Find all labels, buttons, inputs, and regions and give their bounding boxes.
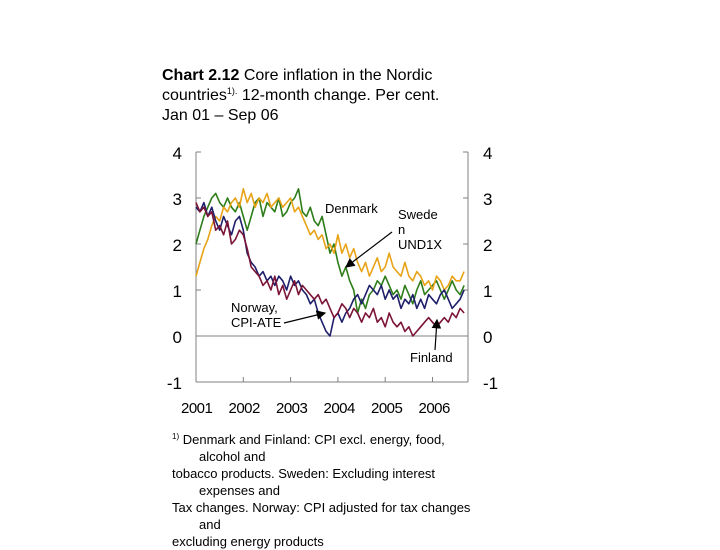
y-tick-label-right: 4 bbox=[483, 144, 492, 163]
annotation-finland: Finland bbox=[410, 350, 453, 365]
footnote-line-2: alcohol and bbox=[199, 449, 266, 464]
y-tick-label-left: 4 bbox=[173, 144, 182, 163]
footnote-line-4: expenses and bbox=[199, 483, 280, 498]
title-line1: Core inflation in the Nordic bbox=[239, 67, 433, 84]
y-tick-label-left: -1 bbox=[167, 374, 182, 393]
x-tick-label: 2005 bbox=[371, 400, 403, 417]
title-line3: Jan 01 – Sep 06 bbox=[162, 107, 279, 124]
series-line-norway bbox=[195, 201, 465, 337]
arrow-finland bbox=[431, 318, 442, 351]
chart-tick-labels: 4 4 3 3 2 2 1 1 0 0 -1 -1 2001 2002 2003 2004 2005 2006 bbox=[167, 144, 498, 417]
y-tick-label-left: 3 bbox=[173, 190, 182, 209]
footnote-line-1: Denmark and Finland: CPI excl. energy, f… bbox=[179, 432, 445, 447]
annotation-norway: CPI-ATE bbox=[231, 315, 282, 330]
series-line-denmark bbox=[195, 188, 465, 314]
x-tick-label: 2002 bbox=[229, 400, 261, 417]
title-line2-b: 12-month change. Per cent. bbox=[237, 87, 440, 104]
y-tick-label-right: 3 bbox=[483, 190, 492, 209]
annotation-sweden: UND1X bbox=[398, 237, 442, 252]
chart-title: Chart 2.12 Core inflation in the Nordic … bbox=[162, 66, 439, 126]
y-tick-label-left: 1 bbox=[173, 282, 182, 301]
footnote: 1) Denmark and Finland: CPI excl. energy… bbox=[172, 431, 512, 550]
chart-number: Chart 2.12 bbox=[162, 67, 240, 84]
footnote-line-7: excluding energy products bbox=[172, 534, 324, 549]
arrow-norway bbox=[283, 310, 327, 324]
title-line2-a: countries bbox=[162, 87, 227, 104]
y-tick-label-right: 2 bbox=[483, 236, 492, 255]
y-tick-label-right: 0 bbox=[483, 328, 492, 347]
chart-series bbox=[195, 188, 465, 337]
chart-axes bbox=[195, 151, 469, 383]
x-tick-label: 2001 bbox=[181, 400, 213, 417]
y-tick-label-right: -1 bbox=[483, 374, 498, 393]
series-line-finland bbox=[195, 202, 465, 337]
series-line-sweden bbox=[195, 188, 465, 291]
annotation-denmark: Denmark bbox=[325, 201, 378, 216]
footnote-line-6: and bbox=[199, 517, 221, 532]
footnote-line-5: Tax changes. Norway: CPI adjusted for ta… bbox=[172, 500, 471, 515]
x-tick-label: 2006 bbox=[419, 400, 451, 417]
annotation-norway: Norway, bbox=[231, 300, 278, 315]
y-tick-label-left: 2 bbox=[173, 236, 182, 255]
annotation-sweden: Swede bbox=[398, 207, 438, 222]
footnote-marker: 1) bbox=[172, 432, 180, 441]
line-chart: 4 4 3 3 2 2 1 1 0 0 -1 -1 2001 2002 2003 2004 2005 2006 D… bbox=[167, 144, 498, 417]
y-tick-label-left: 0 bbox=[173, 328, 182, 347]
footnote-line-3: tobacco products. Sweden: Excluding inte… bbox=[172, 466, 436, 481]
title-footnote-marker: 1). bbox=[226, 86, 238, 96]
y-tick-label-right: 1 bbox=[483, 282, 492, 301]
arrow-sweden bbox=[345, 231, 393, 268]
x-tick-label: 2004 bbox=[324, 400, 356, 417]
annotation-sweden: n bbox=[398, 222, 405, 237]
x-tick-label: 2003 bbox=[276, 400, 308, 417]
